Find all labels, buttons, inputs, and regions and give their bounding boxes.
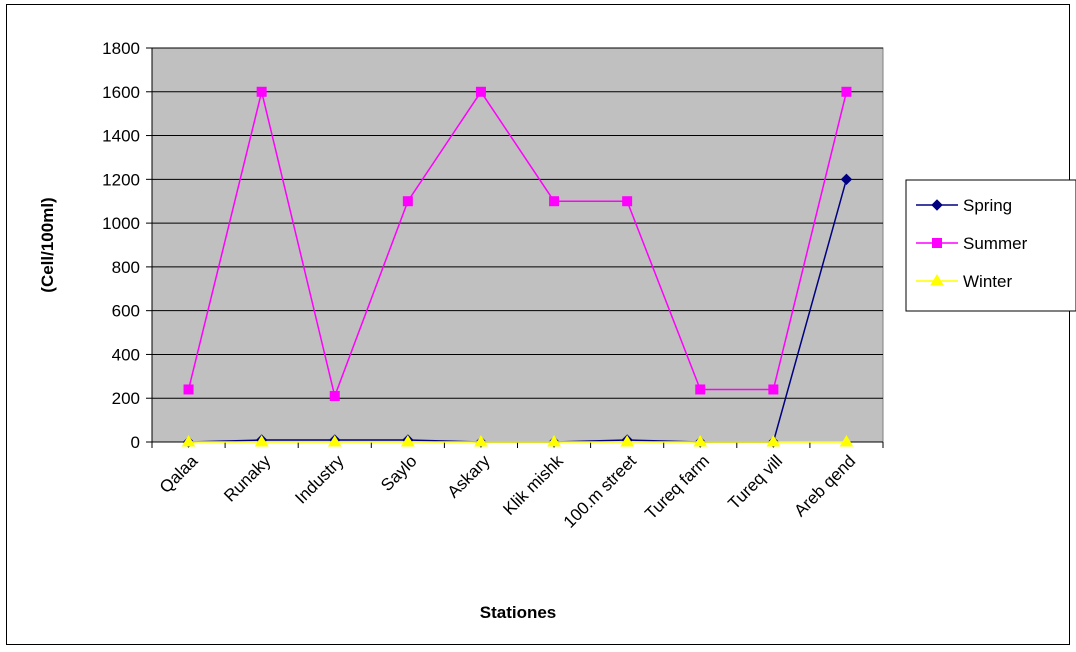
data-point-summer [622,196,633,207]
legend-label-spring: Spring [963,196,1012,215]
series-winter [181,435,854,447]
x-tick-label: Runaky [220,451,275,506]
data-point-summer [475,86,486,97]
legend-label-winter: Winter [963,272,1012,291]
legend-marker-spring [931,199,943,211]
data-point-spring [840,173,853,186]
data-point-summer [768,384,779,395]
legend: Spring Summer Winter [905,179,1076,312]
series-summer [183,86,852,402]
y-tick-label: 1000 [102,214,140,233]
data-point-winter [327,435,342,447]
legend-marker-winter [930,274,944,286]
data-point-winter [181,435,196,447]
data-point-winter [693,435,708,447]
y-tick-label: 200 [112,389,140,408]
x-tick-label: 100.m street [560,451,640,531]
x-axis-title: Stationes [480,603,557,622]
y-tick-label: 1600 [102,83,140,102]
legend-item-winter: Winter [916,272,1012,291]
data-point-winter [400,435,415,447]
legend-item-summer: Summer [916,234,1028,253]
y-tick-label: 0 [131,433,140,452]
x-tick-label: Saylo [377,451,421,495]
data-point-winter [766,435,781,447]
x-tick-label: Industry [291,451,348,508]
x-tick-label: Tureq vill [724,451,786,513]
x-tick-label: Askary [444,451,495,502]
y-tick-label: 400 [112,345,140,364]
y-tick-label: 1200 [102,170,140,189]
data-point-summer [841,86,852,97]
data-point-winter [547,435,561,447]
y-tick-label: 1800 [102,39,140,58]
legend-label-summer: Summer [963,234,1028,253]
data-point-winter [620,435,635,447]
x-tick-label: Klik mishk [499,451,567,519]
x-tick-label: Areb qend [790,451,859,520]
y-axis-title: (Cell/100ml) [38,197,57,292]
data-point-winter [254,435,269,447]
y-axis-ticks: 0 200 400 600 800 1000 1200 1400 1600 1800 [102,39,152,452]
data-point-summer [402,196,413,207]
plot-area [151,47,884,443]
y-tick-label: 600 [112,302,140,321]
x-axis-ticks: Qalaa Runaky Industry Saylo Askary Klik mishk… [151,442,884,532]
x-tick-label: Qalaa [156,451,202,497]
data-point-winter [839,435,854,447]
y-tick-label: 1400 [102,127,140,146]
legend-item-spring: Spring [916,196,1012,215]
series-line-summer [187,90,848,399]
data-point-summer [329,391,340,402]
y-tick-label: 800 [112,258,140,277]
legend-marker-summer [932,238,942,248]
x-tick-label: Tureq farm [641,451,713,523]
data-point-summer [549,196,560,207]
data-point-summer [183,384,194,395]
data-point-summer [695,384,706,395]
data-point-summer [256,86,267,97]
data-point-winter [474,435,488,447]
series-group [181,86,854,448]
gridlines [152,47,883,399]
